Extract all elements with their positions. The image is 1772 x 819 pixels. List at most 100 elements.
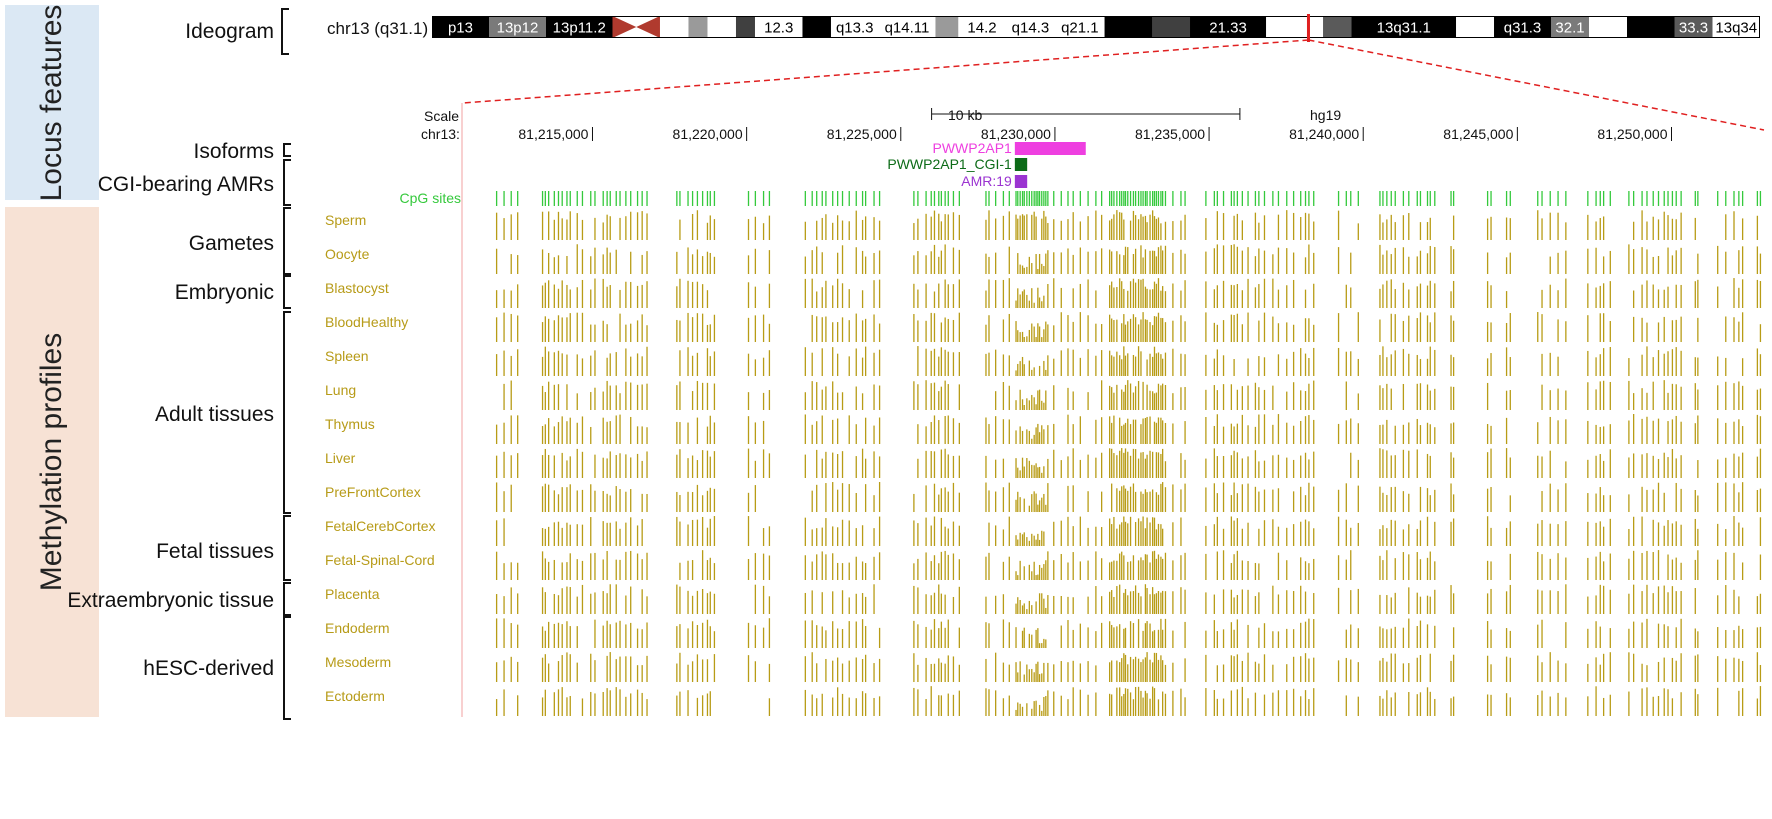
methylation-bar <box>1108 518 1111 546</box>
methylation-bar <box>553 257 555 274</box>
cpg-site <box>1357 191 1359 206</box>
methylation-bar <box>687 280 689 308</box>
methylation-bar <box>1277 289 1280 308</box>
methylation-bar <box>1157 383 1160 410</box>
methylation-bar <box>1741 385 1744 410</box>
methylation-bar <box>1019 361 1021 376</box>
methylation-bar <box>1041 218 1043 240</box>
methylation-bar <box>636 384 639 410</box>
cpg-site <box>1452 191 1455 206</box>
methylation-bar <box>1123 391 1125 410</box>
methylation-bar <box>1652 696 1654 716</box>
methylation-bar <box>1002 561 1005 580</box>
methylation-bar <box>873 697 875 716</box>
methylation-bar <box>1587 283 1589 308</box>
methylation-bar <box>1123 346 1125 376</box>
methylation-bar <box>1486 358 1489 376</box>
methylation-bar <box>1140 245 1142 274</box>
methylation-bar <box>609 385 611 410</box>
methylation-bar <box>1180 249 1182 274</box>
ideogram-band-label: q14.11 <box>885 20 930 37</box>
methylation-bar <box>594 350 596 376</box>
methylation-bar <box>1337 313 1340 342</box>
methylation-bar <box>958 627 960 648</box>
methylation-bar <box>1151 517 1154 546</box>
methylation-bar <box>952 482 955 512</box>
methylation-bar <box>1140 424 1142 444</box>
methylation-bar <box>1602 216 1605 240</box>
methylation-bar <box>1038 253 1041 274</box>
methylation-bar <box>952 319 955 342</box>
methylation-bar <box>1490 487 1492 512</box>
methylation-bar <box>1142 216 1144 240</box>
methylation-bar <box>636 453 639 478</box>
methylation-bar <box>1155 593 1158 614</box>
methylation-bar <box>1028 600 1030 614</box>
methylation-bar <box>917 251 919 274</box>
methylation-bar <box>933 313 936 342</box>
methylation-bar <box>1153 281 1156 308</box>
methylation-bar <box>1233 597 1235 614</box>
methylation-bar <box>581 489 584 512</box>
methylation-bar <box>1149 322 1151 342</box>
methylation-bar <box>1759 416 1762 444</box>
methylation-bar <box>1452 320 1455 342</box>
methylation-bar <box>1587 420 1589 444</box>
methylation-bar <box>1602 526 1605 546</box>
methylation-bar <box>576 524 578 546</box>
methylation-bar <box>641 426 643 444</box>
methylation-bar <box>1028 669 1030 682</box>
methylation-bar <box>602 491 604 512</box>
methylation-bar <box>1111 355 1113 376</box>
methylation-bar <box>1646 489 1648 512</box>
methylation-bar <box>561 487 563 512</box>
methylation-bar <box>1667 351 1669 376</box>
methylation-bar <box>1134 656 1137 682</box>
methylation-bar <box>1602 313 1605 342</box>
methylation-bar <box>1741 482 1744 512</box>
methylation-bar <box>1408 554 1410 580</box>
methylation-bar <box>1434 561 1436 580</box>
methylation-bar <box>1132 659 1135 682</box>
cpg-site <box>1116 191 1118 206</box>
methylation-bar <box>933 291 936 308</box>
methylation-bar <box>1641 317 1643 342</box>
methylation-bar <box>1738 456 1740 478</box>
methylation-bar <box>848 597 850 614</box>
methylation-bar <box>816 554 818 580</box>
cpg-site <box>1008 191 1010 206</box>
methylation-bar <box>816 625 818 648</box>
methylation-bar <box>1021 534 1024 546</box>
methylation-bar <box>1756 490 1759 512</box>
ideogram-band <box>1190 16 1267 38</box>
methylation-bar <box>1345 381 1347 410</box>
methylation-bar <box>1149 623 1151 648</box>
cpg-site <box>1419 191 1422 206</box>
methylation-bar <box>1146 359 1148 376</box>
methylation-bar <box>625 522 627 546</box>
methylation-bar <box>1008 419 1010 444</box>
methylation-bar <box>1205 487 1207 512</box>
methylation-bar <box>1595 389 1597 410</box>
methylation-bar <box>1733 421 1735 444</box>
cpg-site <box>606 191 608 206</box>
methylation-bar <box>1263 520 1266 546</box>
methylation-bar <box>1277 354 1280 376</box>
methylation-bar <box>821 626 823 648</box>
cpg-site <box>602 191 604 206</box>
methylation-bar <box>1038 564 1041 580</box>
methylation-bar <box>1127 380 1129 410</box>
methylation-bar <box>641 254 643 274</box>
chromosome-ideogram[interactable]: p13 13p12 13p11.2 12.3 q13.3 q14.11 14.2 q14.3 q… <box>432 14 1761 42</box>
methylation-bar <box>1124 488 1127 512</box>
methylation-bar <box>1263 389 1266 410</box>
methylation-bar <box>816 698 818 716</box>
methylation-bar <box>1172 423 1174 444</box>
methylation-bar <box>1357 662 1359 682</box>
ideogram-band <box>754 16 803 38</box>
methylation-bar <box>1095 551 1097 580</box>
methylation-bar <box>1671 349 1674 376</box>
methylation-bar <box>713 654 716 682</box>
zoom-line-right <box>1308 39 1765 131</box>
